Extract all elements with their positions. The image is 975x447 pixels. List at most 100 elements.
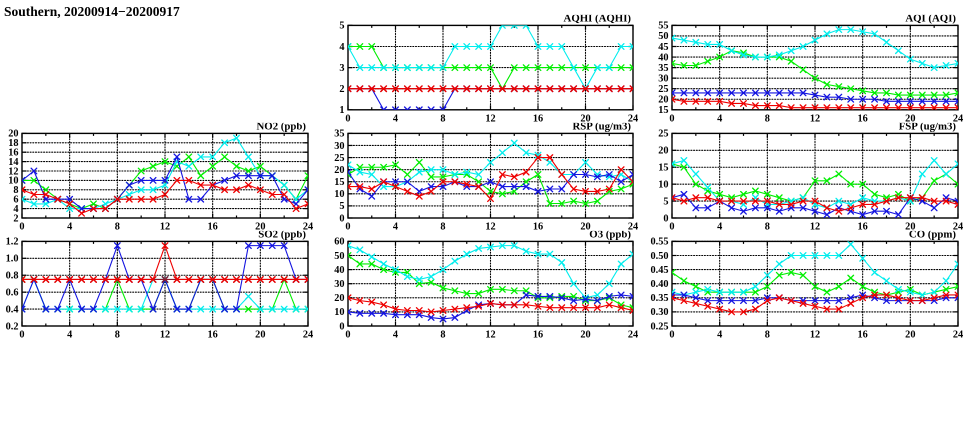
svg-text:0.35: 0.35 (650, 293, 668, 304)
svg-text:10: 10 (334, 307, 344, 318)
svg-text:8: 8 (440, 113, 445, 124)
svg-text:45: 45 (658, 42, 668, 53)
svg-text:0.4: 0.4 (6, 304, 19, 315)
svg-text:25: 25 (658, 84, 668, 95)
svg-text:12: 12 (810, 330, 820, 341)
svg-text:20: 20 (255, 222, 265, 233)
svg-text:0.50: 0.50 (650, 251, 668, 262)
svg-text:40: 40 (658, 52, 668, 63)
svg-text:16: 16 (533, 222, 543, 233)
svg-text:30: 30 (334, 141, 344, 152)
svg-text:0.25: 0.25 (650, 321, 668, 332)
svg-text:0.6: 0.6 (6, 287, 19, 298)
svg-text:8: 8 (115, 330, 120, 341)
svg-text:8: 8 (765, 222, 770, 233)
svg-text:12: 12 (485, 222, 495, 233)
svg-text:30: 30 (334, 279, 344, 290)
svg-text:50: 50 (658, 31, 668, 42)
svg-text:20: 20 (580, 222, 590, 233)
svg-text:4: 4 (339, 42, 344, 53)
svg-text:4: 4 (393, 330, 398, 341)
svg-text:20: 20 (255, 330, 265, 341)
svg-text:40: 40 (334, 265, 344, 276)
svg-text:0.30: 0.30 (650, 307, 668, 318)
svg-text:8: 8 (765, 113, 770, 124)
svg-text:12: 12 (485, 330, 495, 341)
svg-text:30: 30 (658, 73, 668, 84)
svg-text:0.55: 0.55 (650, 237, 668, 248)
svg-text:8: 8 (13, 185, 18, 196)
svg-text:2: 2 (13, 213, 18, 224)
svg-text:12: 12 (160, 222, 170, 233)
svg-text:24: 24 (628, 113, 638, 124)
svg-text:16: 16 (208, 330, 218, 341)
svg-text:16: 16 (858, 222, 868, 233)
svg-text:3: 3 (339, 63, 344, 74)
svg-text:0: 0 (669, 113, 674, 124)
svg-text:0: 0 (345, 222, 350, 233)
svg-text:6: 6 (13, 195, 18, 206)
svg-text:50: 50 (334, 251, 344, 262)
svg-text:0: 0 (19, 222, 24, 233)
svg-text:0.2: 0.2 (6, 321, 19, 332)
svg-text:5: 5 (339, 201, 344, 212)
svg-text:0: 0 (339, 321, 344, 332)
svg-text:AQHI (AQHI): AQHI (AQHI) (564, 12, 632, 24)
svg-text:35: 35 (334, 129, 344, 140)
svg-text:35: 35 (658, 63, 668, 74)
svg-text:0: 0 (663, 213, 668, 224)
svg-text:0: 0 (19, 330, 24, 341)
svg-text:20: 20 (580, 113, 590, 124)
svg-text:20: 20 (334, 293, 344, 304)
svg-text:1.2: 1.2 (6, 237, 19, 248)
svg-text:8: 8 (765, 330, 770, 341)
svg-text:25: 25 (658, 129, 668, 140)
svg-text:20: 20 (334, 165, 344, 176)
svg-text:1: 1 (339, 105, 344, 116)
svg-text:20: 20 (905, 113, 915, 124)
svg-text:18: 18 (8, 138, 18, 149)
svg-text:8: 8 (440, 222, 445, 233)
svg-text:16: 16 (858, 330, 868, 341)
svg-text:60: 60 (334, 237, 344, 248)
svg-text:24: 24 (953, 222, 963, 233)
svg-text:24: 24 (628, 330, 638, 341)
svg-text:24: 24 (303, 222, 313, 233)
svg-text:24: 24 (953, 113, 963, 124)
svg-text:5: 5 (339, 21, 344, 32)
svg-text:15: 15 (658, 105, 668, 116)
svg-text:NO2 (ppb): NO2 (ppb) (257, 120, 307, 132)
svg-text:4: 4 (393, 113, 398, 124)
svg-text:AQI (AQI): AQI (AQI) (905, 12, 956, 24)
svg-text:10: 10 (8, 176, 18, 187)
svg-text:20: 20 (658, 146, 668, 157)
svg-text:0.8: 0.8 (6, 271, 19, 282)
svg-text:16: 16 (208, 222, 218, 233)
svg-text:5: 5 (663, 196, 668, 207)
svg-text:8: 8 (115, 222, 120, 233)
svg-text:4: 4 (67, 222, 72, 233)
svg-text:8: 8 (440, 330, 445, 341)
svg-text:24: 24 (953, 330, 963, 341)
svg-text:0.40: 0.40 (650, 279, 668, 290)
svg-text:4: 4 (717, 113, 722, 124)
svg-text:15: 15 (334, 177, 344, 188)
svg-text:16: 16 (858, 113, 868, 124)
svg-text:0: 0 (345, 113, 350, 124)
svg-text:24: 24 (303, 330, 313, 341)
svg-text:4: 4 (13, 204, 18, 215)
svg-text:2: 2 (339, 84, 344, 95)
svg-text:16: 16 (8, 148, 18, 159)
svg-text:0: 0 (339, 213, 344, 224)
svg-text:1.0: 1.0 (6, 254, 19, 265)
svg-text:0: 0 (669, 330, 674, 341)
svg-text:0.45: 0.45 (650, 265, 668, 276)
svg-text:4: 4 (717, 330, 722, 341)
svg-text:4: 4 (67, 330, 72, 341)
svg-text:24: 24 (628, 222, 638, 233)
svg-text:20: 20 (905, 330, 915, 341)
svg-text:4: 4 (393, 222, 398, 233)
svg-text:20: 20 (8, 129, 18, 140)
svg-text:16: 16 (533, 330, 543, 341)
svg-text:20: 20 (580, 330, 590, 341)
